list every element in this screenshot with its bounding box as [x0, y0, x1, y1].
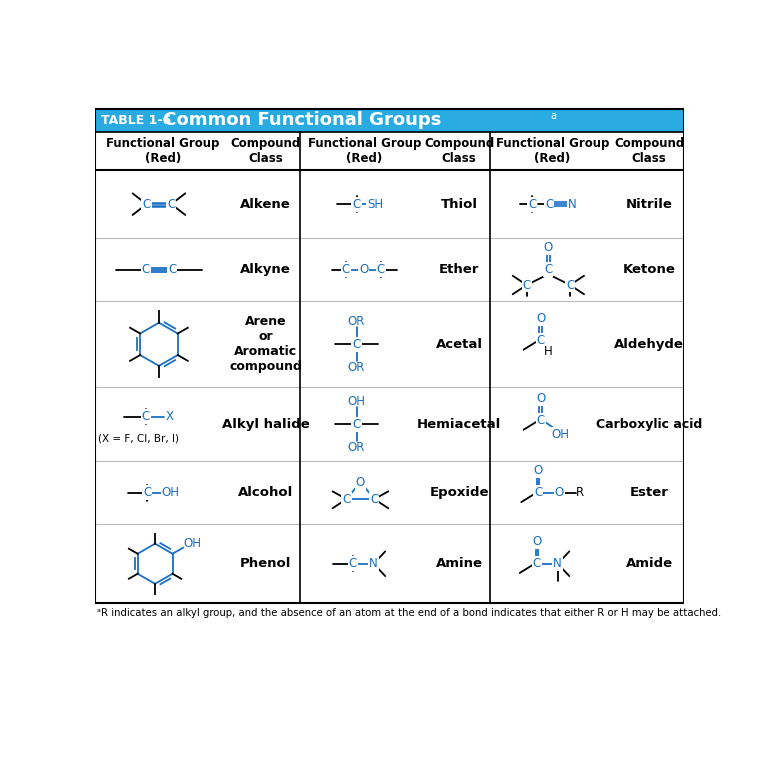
Text: Phenol: Phenol: [240, 557, 291, 570]
Text: Carboxylic acid: Carboxylic acid: [596, 418, 702, 431]
Text: OR: OR: [348, 315, 366, 327]
Text: Alkene: Alkene: [240, 198, 291, 211]
Text: Hemiacetal: Hemiacetal: [417, 418, 502, 431]
Text: N: N: [568, 198, 577, 211]
Text: Thiol: Thiol: [441, 198, 478, 211]
Text: TABLE 1-6: TABLE 1-6: [101, 114, 171, 127]
Text: Ester: Ester: [630, 487, 669, 500]
Text: Functional Group
(Red): Functional Group (Red): [496, 137, 609, 165]
Text: C: C: [342, 493, 350, 506]
Text: C: C: [376, 263, 385, 276]
Text: O: O: [356, 475, 365, 489]
Text: N: N: [369, 557, 378, 570]
Text: C: C: [566, 278, 575, 292]
Text: OH: OH: [162, 487, 179, 500]
Text: C: C: [141, 263, 150, 276]
Text: O: O: [534, 464, 543, 477]
Text: Compound
Class: Compound Class: [424, 137, 494, 165]
Text: C: C: [545, 198, 553, 211]
Text: O: O: [532, 535, 541, 548]
Text: Acetal: Acetal: [435, 338, 483, 351]
Text: Alkyne: Alkyne: [240, 263, 291, 276]
Text: Common Functional Groups: Common Functional Groups: [157, 111, 442, 129]
Text: C: C: [142, 198, 150, 211]
Text: O: O: [555, 487, 564, 500]
Text: (X = F, Cl, Br, I): (X = F, Cl, Br, I): [97, 434, 179, 443]
Text: Ether: Ether: [439, 263, 480, 276]
Text: SH: SH: [367, 198, 383, 211]
Text: C: C: [523, 278, 530, 292]
Text: H: H: [544, 345, 553, 358]
Text: Functional Group
(Red): Functional Group (Red): [106, 137, 220, 165]
Text: Nitrile: Nitrile: [625, 198, 673, 211]
Text: C: C: [353, 418, 361, 431]
Bar: [95, 171, 684, 603]
Text: OH: OH: [552, 428, 570, 441]
Text: O: O: [536, 312, 545, 324]
Text: C: C: [533, 557, 541, 570]
Text: OR: OR: [348, 361, 366, 374]
Text: O: O: [543, 241, 553, 254]
Text: OR: OR: [348, 441, 366, 454]
Text: C: C: [534, 487, 543, 500]
Text: Amine: Amine: [435, 557, 483, 570]
Text: C: C: [544, 263, 553, 276]
Bar: [95, 132, 684, 171]
Text: O: O: [536, 392, 545, 405]
Text: C: C: [370, 493, 378, 506]
Text: ᵃR indicates an alkyl group, and the absence of an atom at the end of a bond ind: ᵃR indicates an alkyl group, and the abs…: [97, 608, 721, 618]
Text: X: X: [166, 410, 174, 423]
Text: C: C: [528, 198, 537, 211]
Text: C: C: [353, 198, 361, 211]
Text: Aldehyde: Aldehyde: [614, 338, 684, 351]
Text: Compound
Class: Compound Class: [230, 137, 301, 165]
Text: C: C: [537, 414, 545, 427]
Text: C: C: [353, 338, 361, 351]
Text: OH: OH: [347, 395, 366, 408]
Text: R: R: [576, 487, 584, 500]
Text: Amide: Amide: [625, 557, 673, 570]
Text: C: C: [143, 487, 151, 500]
Text: O: O: [359, 263, 368, 276]
Text: Compound
Class: Compound Class: [614, 137, 684, 165]
Text: N: N: [553, 557, 562, 570]
Bar: [95, 108, 684, 132]
Text: Epoxide: Epoxide: [429, 487, 489, 500]
Text: Alkyl halide: Alkyl halide: [222, 418, 309, 431]
Text: C: C: [167, 198, 176, 211]
Text: Functional Group
(Red): Functional Group (Red): [308, 137, 421, 165]
Text: a: a: [550, 111, 556, 121]
Text: C: C: [537, 334, 545, 347]
Text: C: C: [141, 410, 150, 423]
Text: Ketone: Ketone: [622, 263, 676, 276]
Text: C: C: [341, 263, 350, 276]
Text: C: C: [168, 263, 176, 276]
Text: Alcohol: Alcohol: [238, 487, 293, 500]
Text: C: C: [349, 557, 356, 570]
Text: Arene
or
Aromatic
compound: Arene or Aromatic compound: [229, 315, 302, 373]
Text: OH: OH: [183, 537, 201, 550]
